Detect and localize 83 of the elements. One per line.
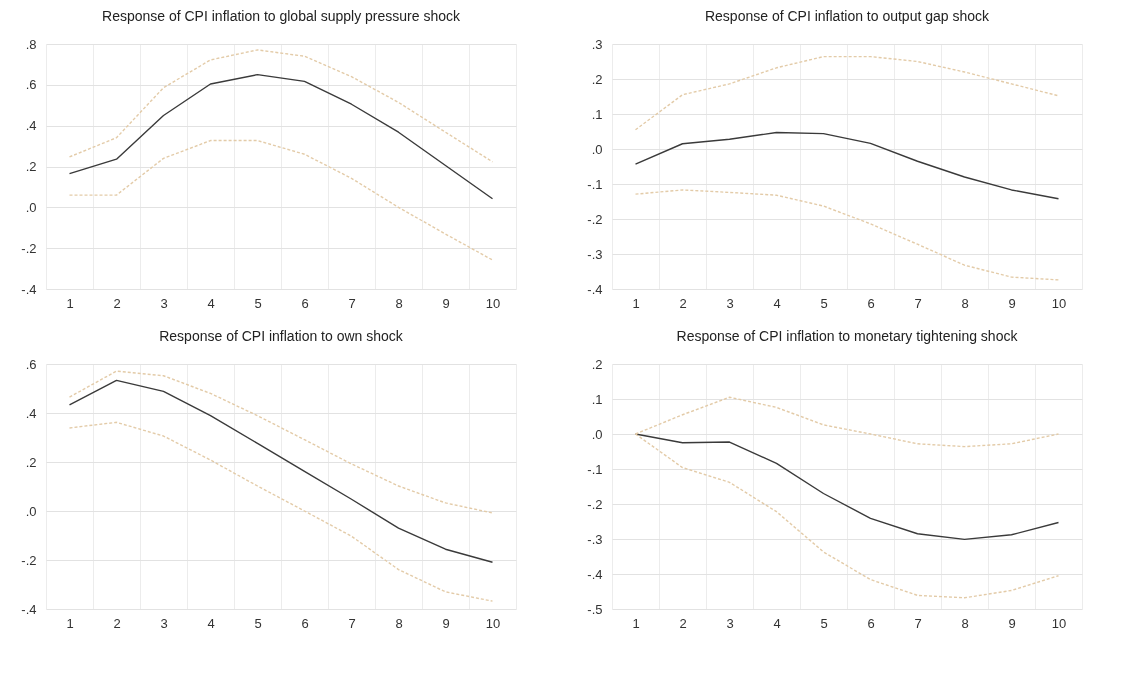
- x-tick-label: 1: [632, 295, 640, 311]
- y-tick-label: .4: [25, 405, 37, 421]
- y-tick-label: -.4: [21, 601, 37, 617]
- x-tick-label: 6: [301, 615, 309, 631]
- x-tick-label: 5: [254, 615, 262, 631]
- x-tick-label: 3: [726, 615, 734, 631]
- x-tick-label: 10: [1051, 615, 1067, 631]
- line-series: [68, 370, 494, 514]
- y-tick-label: -.2: [21, 552, 37, 568]
- y-tick-label: .4: [25, 118, 37, 134]
- x-tick-label: 4: [207, 295, 215, 311]
- y-tick-label: .1: [591, 106, 603, 122]
- x-tick-label: 1: [66, 295, 74, 311]
- x-tick-label: 6: [867, 295, 875, 311]
- line-series: [634, 55, 1060, 131]
- y-tick-label: .8: [25, 36, 37, 52]
- x-tick-label: 3: [160, 615, 168, 631]
- x-tick-label: 4: [773, 295, 781, 311]
- x-tick-label: 4: [773, 615, 781, 631]
- x-tick-label: 8: [395, 615, 403, 631]
- y-tick-label: -.3: [587, 531, 603, 547]
- x-tick-label: 2: [679, 615, 687, 631]
- line-series: [634, 131, 1060, 200]
- y-tick-label: .0: [591, 426, 603, 442]
- y-tick-label: .6: [25, 356, 37, 372]
- chart-title: Response of CPI inflation to monetary tightening shock: [676, 328, 1019, 344]
- y-tick-label: .0: [25, 199, 37, 215]
- chart-title: Response of CPI inflation to output gap shock: [704, 8, 991, 24]
- line-series: [68, 379, 494, 563]
- x-tick-label: 7: [914, 615, 922, 631]
- line-series: [68, 421, 494, 602]
- x-tick-label: 9: [1008, 615, 1016, 631]
- x-tick-label: 8: [395, 295, 403, 311]
- y-tick-label: -.4: [21, 281, 37, 297]
- y-tick-label: -.2: [587, 211, 603, 227]
- y-tick-label: -.5: [587, 601, 603, 617]
- x-tick-label: 1: [632, 615, 640, 631]
- x-tick-label: 2: [113, 295, 121, 311]
- x-tick-label: 9: [442, 615, 450, 631]
- line-series: [634, 189, 1060, 281]
- y-tick-label: -.3: [587, 246, 603, 262]
- line-series: [68, 73, 494, 200]
- x-tick-label: 2: [679, 295, 687, 311]
- y-tick-label: .2: [591, 356, 603, 372]
- x-tick-label: 8: [961, 615, 969, 631]
- x-tick-label: 4: [207, 615, 215, 631]
- y-tick-label: .2: [591, 71, 603, 87]
- x-tick-label: 6: [301, 295, 309, 311]
- line-series: [68, 139, 494, 261]
- x-tick-label: 7: [348, 295, 356, 311]
- line-series: [68, 49, 494, 163]
- x-tick-label: 5: [820, 295, 828, 311]
- y-tick-label: .0: [25, 503, 37, 519]
- x-tick-label: 3: [726, 295, 734, 311]
- x-tick-label: 3: [160, 295, 168, 311]
- x-tick-label: 6: [867, 615, 875, 631]
- y-tick-label: .1: [591, 391, 603, 407]
- x-tick-label: 7: [348, 615, 356, 631]
- x-tick-label: 9: [1008, 295, 1016, 311]
- y-tick-label: -.2: [587, 496, 603, 512]
- x-tick-label: 10: [485, 295, 501, 311]
- x-tick-label: 5: [254, 295, 262, 311]
- x-tick-label: 8: [961, 295, 969, 311]
- y-tick-label: -.1: [587, 461, 603, 477]
- y-tick-label: -.4: [587, 566, 603, 582]
- y-tick-label: .2: [25, 454, 37, 470]
- x-tick-label: 2: [113, 615, 121, 631]
- chart-title: Response of CPI inflation to own shock: [159, 328, 404, 344]
- y-tick-label: .0: [591, 141, 603, 157]
- y-tick-label: -.1: [587, 176, 603, 192]
- y-tick-label: -.2: [21, 240, 37, 256]
- x-tick-label: 10: [1051, 295, 1067, 311]
- y-tick-label: .2: [25, 159, 37, 174]
- x-tick-label: 10: [485, 615, 501, 631]
- chart-title: Response of CPI inflation to global supply pressure shock: [102, 8, 461, 24]
- line-series: [634, 433, 1060, 541]
- x-tick-label: 7: [914, 295, 922, 311]
- x-tick-label: 5: [820, 615, 828, 631]
- y-tick-label: .3: [591, 36, 603, 52]
- y-tick-label: .6: [25, 77, 37, 93]
- y-tick-label: -.4: [587, 281, 603, 297]
- x-tick-label: 9: [442, 295, 450, 311]
- x-tick-label: 1: [66, 615, 74, 631]
